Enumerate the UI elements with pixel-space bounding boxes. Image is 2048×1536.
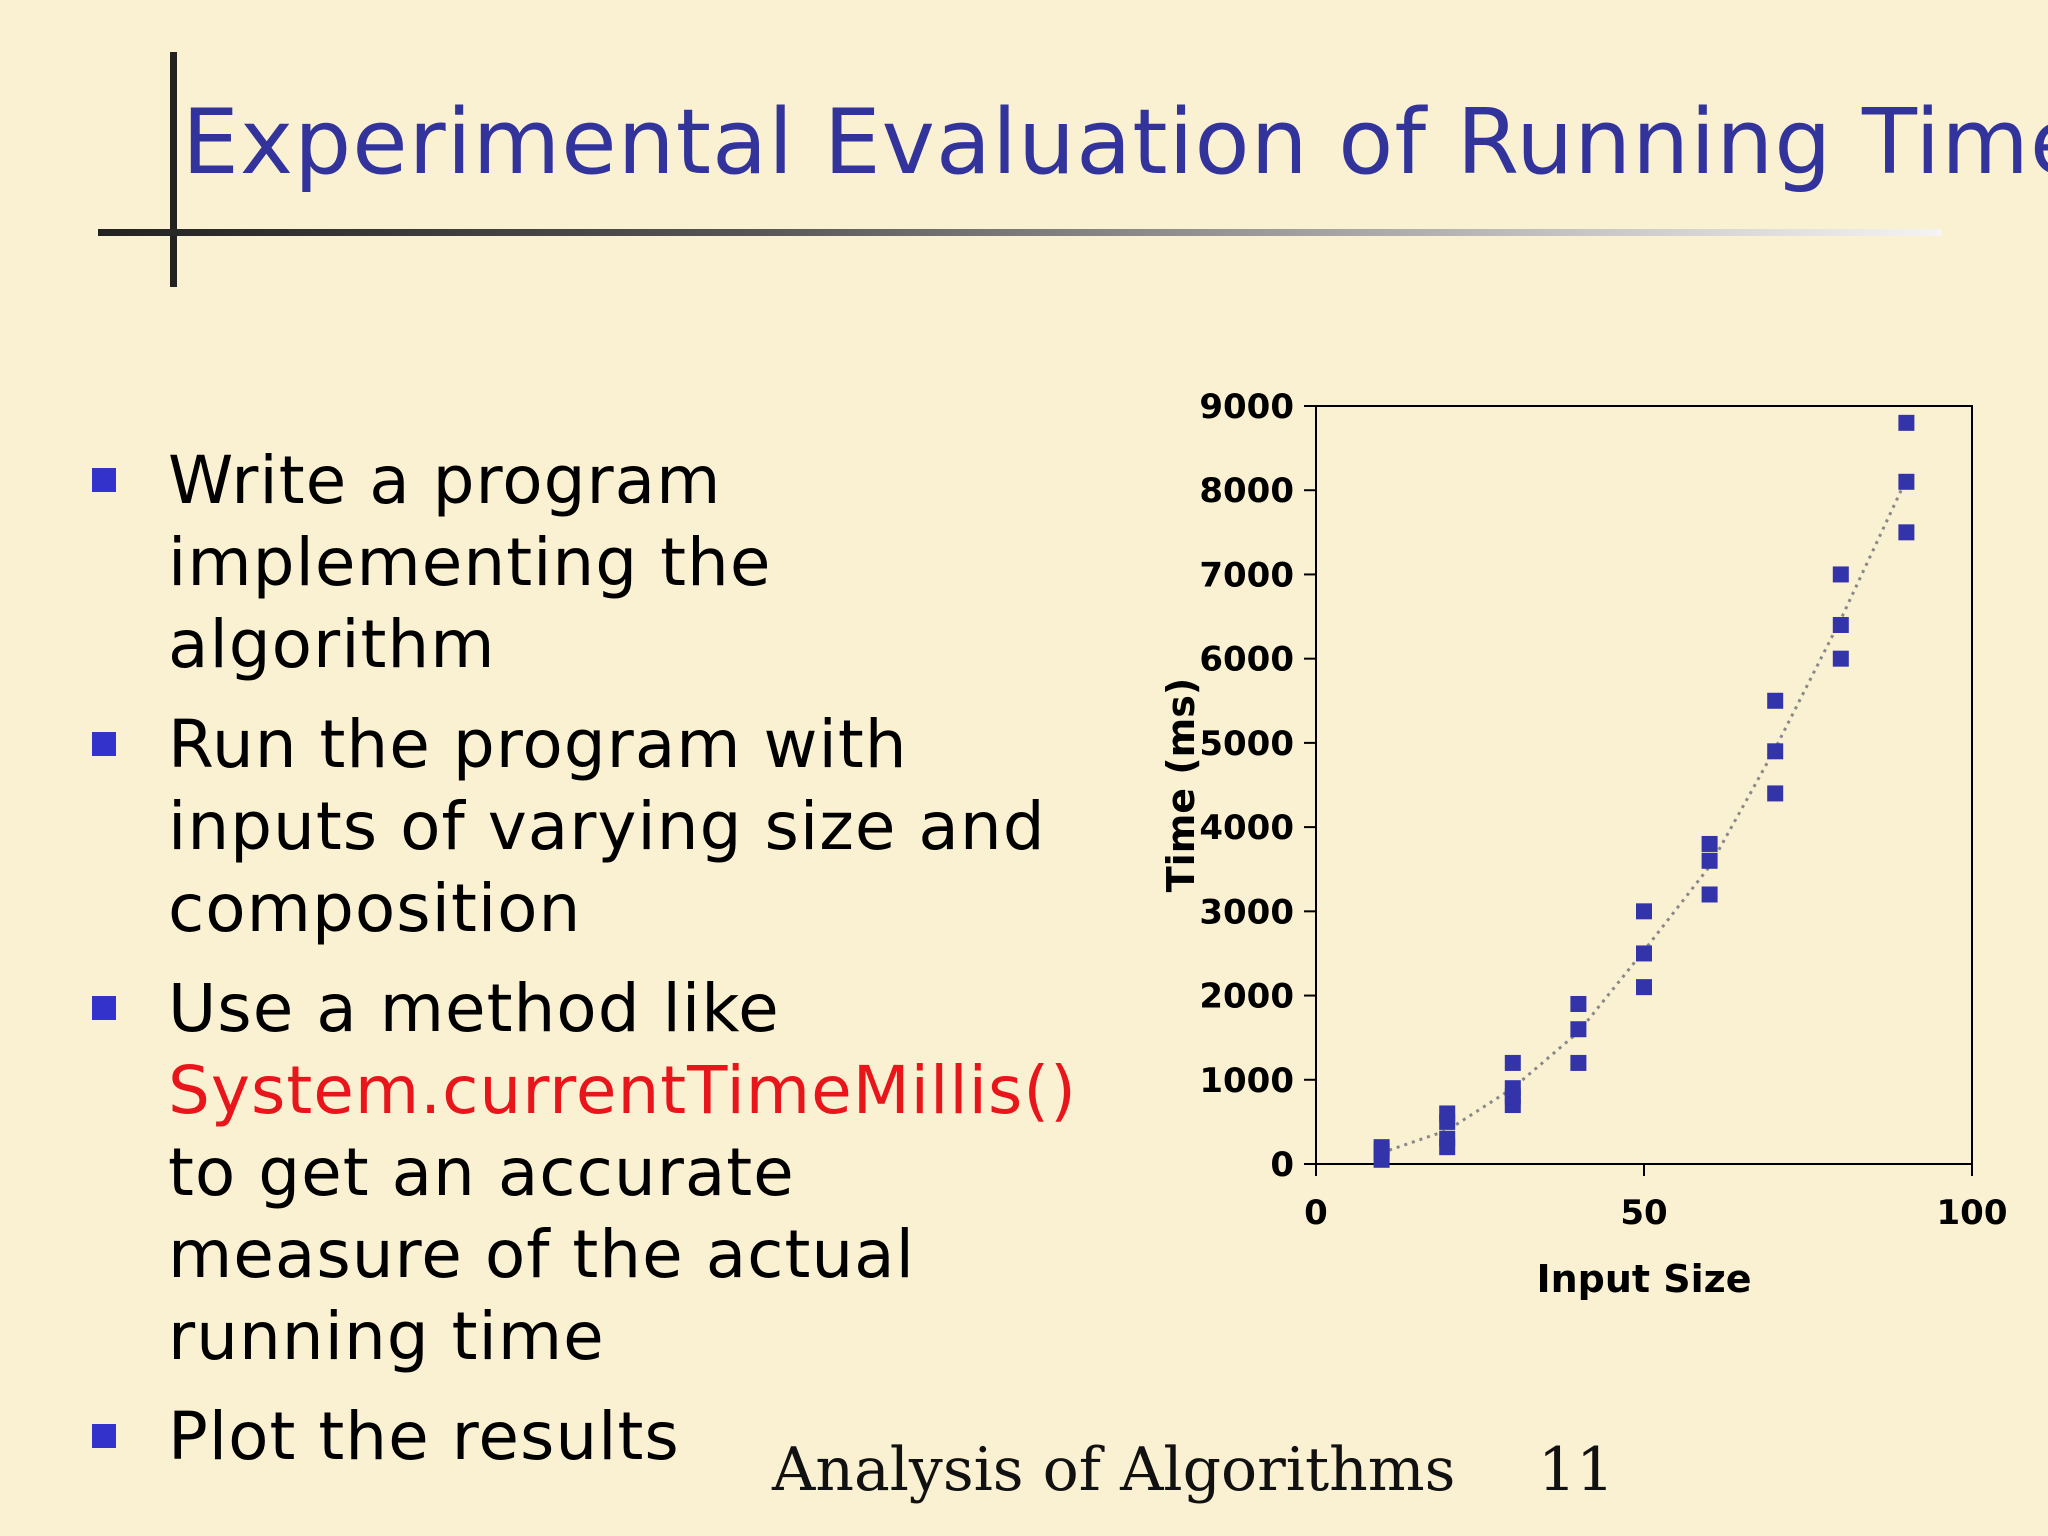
- data-point: [1504, 1054, 1521, 1071]
- data-point: [1570, 1021, 1587, 1038]
- title-horizontal-rule: [98, 229, 1942, 236]
- code-method-name: System.currentTimeMillis(): [168, 1052, 1077, 1129]
- x-tick-label: 0: [1304, 1193, 1328, 1233]
- data-point: [1898, 524, 1915, 541]
- data-point: [1832, 566, 1849, 583]
- data-point: [1570, 995, 1587, 1012]
- data-point: [1767, 692, 1784, 709]
- bullet-text: Run the program with inputs of varying s…: [168, 706, 1046, 947]
- y-tick-label: 9000: [1199, 387, 1294, 427]
- x-tick-label: 100: [1937, 1193, 2008, 1233]
- y-tick-label: 8000: [1199, 471, 1294, 511]
- data-point: [1636, 903, 1652, 920]
- plot-frame: [1315, 405, 1973, 1165]
- trend-line: [1381, 478, 1908, 1155]
- y-tick-label: 7000: [1199, 555, 1294, 595]
- x-tick-label: 50: [1620, 1193, 1667, 1233]
- data-point: [1898, 414, 1915, 431]
- bullet-text: Plot the results: [168, 1398, 680, 1475]
- data-point: [1832, 650, 1849, 667]
- bullet-text: Write a program implementing the algorit…: [168, 442, 772, 683]
- data-point: [1373, 1139, 1390, 1156]
- running-time-scatter-chart: 0 1000 2000 3000 4000 5000 6000 7000 8000 9000 0 50…: [1100, 370, 2040, 1330]
- chart-svg: 0 1000 2000 3000 4000 5000 6000 7000 8000 9000 0 50…: [1159, 387, 2008, 1301]
- bullet-item: Write a program implementing the algorit…: [92, 440, 1092, 686]
- y-tick-label: 4000: [1199, 808, 1294, 848]
- bullet-square-icon: [92, 468, 116, 492]
- bullet-square-icon: [92, 732, 116, 756]
- footer-title: Analysis of Algorithms: [772, 1435, 1456, 1505]
- x-axis-label: Input Size: [1536, 1257, 1751, 1301]
- y-tick-label: 0: [1270, 1145, 1294, 1185]
- slide-title: Experimental Evaluation of Running Time: [182, 90, 2048, 195]
- page-number: 11: [1538, 1435, 1615, 1505]
- y-tick-label: 6000: [1199, 640, 1294, 680]
- title-vertical-rule: [170, 52, 177, 287]
- bullet-item: Use a method like System.currentTimeMill…: [92, 968, 1092, 1378]
- data-point: [1636, 945, 1652, 962]
- y-tick-label: 3000: [1199, 892, 1294, 932]
- y-tick-label: 2000: [1199, 977, 1294, 1017]
- bullet-list: Write a program implementing the algorit…: [92, 440, 1092, 1478]
- data-point: [1832, 616, 1849, 633]
- data-point: [1701, 835, 1718, 852]
- bullet-square-icon: [92, 1424, 116, 1448]
- data-point: [1767, 785, 1784, 802]
- data-point: [1701, 852, 1718, 869]
- y-tick-label: 1000: [1199, 1061, 1294, 1101]
- y-axis-label: Time (ms): [1159, 678, 1203, 893]
- y-tick-label: 5000: [1199, 724, 1294, 764]
- bullet-text-rest: to get an accurate measure of the actual…: [168, 1134, 915, 1375]
- bullet-text-intro: Use a method like: [168, 970, 780, 1047]
- data-point: [1570, 1054, 1587, 1071]
- data-point: [1636, 979, 1652, 996]
- data-point: [1898, 473, 1915, 490]
- data-point: [1701, 886, 1718, 903]
- data-point: [1439, 1105, 1456, 1122]
- bullet-square-icon: [92, 996, 116, 1020]
- bullet-item: Plot the results: [92, 1396, 1092, 1478]
- data-point: [1439, 1130, 1456, 1147]
- data-point: [1767, 743, 1784, 760]
- data-point: [1504, 1080, 1521, 1097]
- bullet-item: Run the program with inputs of varying s…: [92, 704, 1092, 950]
